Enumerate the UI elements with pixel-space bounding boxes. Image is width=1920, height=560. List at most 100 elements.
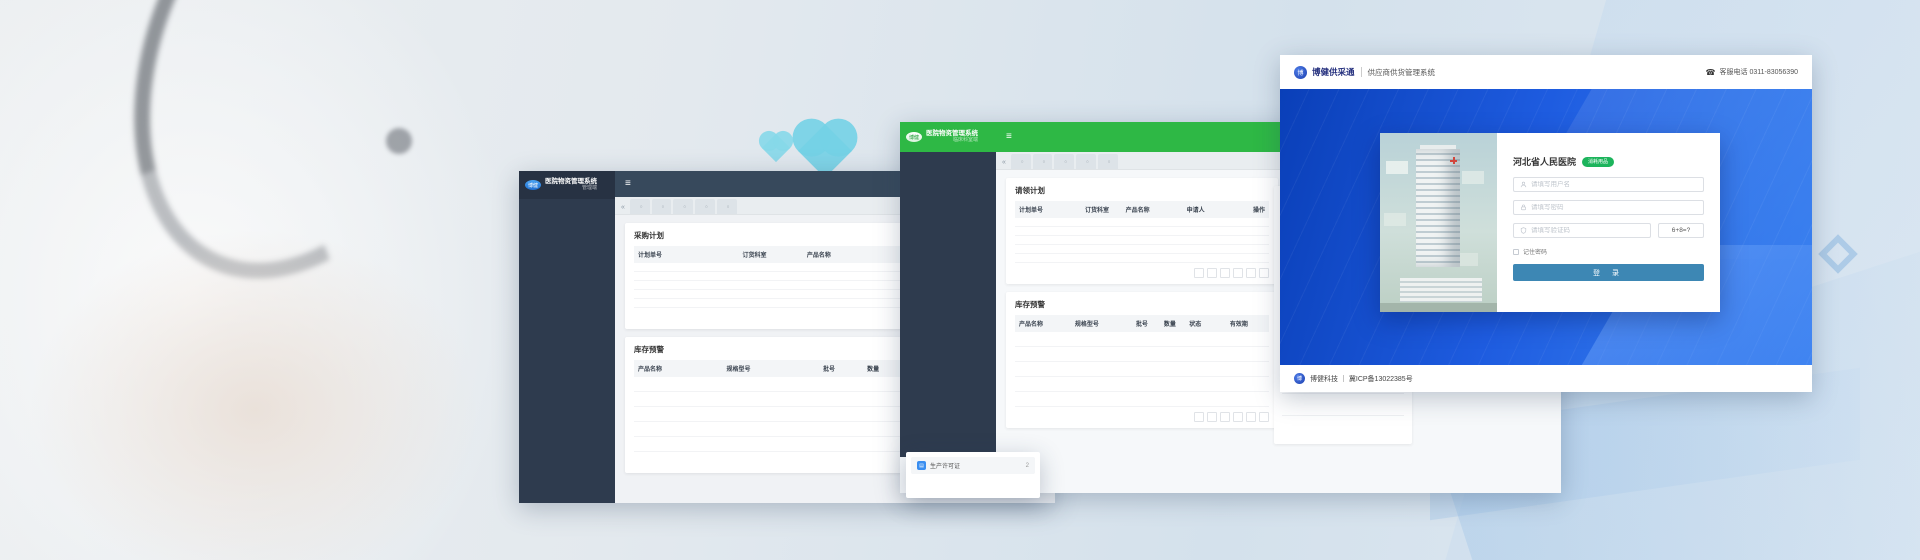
table-row bbox=[634, 281, 1036, 290]
tab[interactable]: ○ bbox=[629, 199, 650, 214]
admin-logo: 博健 医院物资管理系统 管理端 bbox=[519, 171, 615, 199]
card-header: 库存预警 bbox=[634, 344, 1036, 355]
clinic-tabs: ○ ○ ○ ○ ○ bbox=[1010, 154, 1555, 169]
stock-warning-card: 库存预警 产品名称 规格型号 批号 数量 状态 有效期 bbox=[1006, 292, 1278, 428]
certificate-count: 2 bbox=[1025, 462, 1029, 469]
table-header-row: 产品名称 规格型号 批号 数量 状态 有效期 bbox=[1015, 315, 1269, 332]
collapse-tabs-icon[interactable]: « bbox=[621, 203, 625, 211]
login-button[interactable]: 登 录 bbox=[1513, 264, 1704, 281]
page-button[interactable] bbox=[1194, 412, 1204, 422]
captcha-input[interactable] bbox=[1531, 227, 1644, 234]
page-button[interactable] bbox=[1259, 268, 1269, 278]
tab-dot-icon: ○ bbox=[705, 204, 708, 209]
tab[interactable]: ○ bbox=[1032, 154, 1053, 169]
tab-dot-icon: ○ bbox=[1064, 159, 1068, 164]
login-form: 河北省人民医院 消耗用品 bbox=[1497, 133, 1720, 312]
login-header: 博 博健供采通 供应商供货管理系统 ☎ 客服电话 0311-83056390 bbox=[1280, 55, 1812, 89]
page-button[interactable] bbox=[1259, 412, 1269, 422]
checkbox[interactable] bbox=[1513, 248, 1519, 255]
username-field[interactable] bbox=[1513, 177, 1704, 192]
tab-dot-icon: ○ bbox=[683, 204, 687, 209]
table-row bbox=[634, 272, 1036, 281]
shield-icon bbox=[1520, 227, 1527, 234]
tab[interactable]: ○ bbox=[695, 199, 715, 214]
captcha-code[interactable]: 6+8=? bbox=[1658, 223, 1704, 238]
table-row bbox=[1015, 245, 1269, 254]
activity-feed-list bbox=[1282, 392, 1404, 438]
card-title: 采购计划 bbox=[634, 231, 664, 240]
page-button[interactable] bbox=[1194, 268, 1204, 278]
category-badge: 消耗用品 bbox=[1582, 156, 1615, 167]
collapse-tabs-icon[interactable]: « bbox=[1002, 158, 1006, 166]
captcha-field[interactable] bbox=[1513, 223, 1651, 238]
login-footer: 博 博健科技 ｜ 冀ICP备13022385号 bbox=[1280, 365, 1812, 392]
table-row bbox=[1015, 227, 1269, 236]
tab[interactable]: ○ bbox=[716, 199, 737, 214]
document-icon: ▤ bbox=[917, 461, 926, 470]
tab[interactable]: ○ bbox=[1097, 154, 1118, 169]
certificate-list-item[interactable]: ▤ 生产许可证 2 bbox=[911, 457, 1035, 474]
table-row bbox=[634, 377, 1036, 392]
system-edition: 临床科室端 bbox=[952, 136, 978, 143]
system-title: 医院物资管理系统 bbox=[926, 130, 978, 138]
remember-password[interactable]: 记住密码 bbox=[1513, 247, 1704, 256]
page-button[interactable] bbox=[1246, 412, 1256, 422]
table-row bbox=[1015, 392, 1269, 407]
page-button[interactable] bbox=[1207, 412, 1217, 422]
tab[interactable]: ○ bbox=[1010, 154, 1031, 169]
page-button[interactable] bbox=[1220, 412, 1230, 422]
login-hero-panel: 河北省人民医院 消耗用品 bbox=[1280, 89, 1812, 365]
password-input[interactable] bbox=[1531, 204, 1697, 211]
page-button[interactable] bbox=[1207, 268, 1217, 278]
supplier-brand: 博 博健供采通 供应商供货管理系统 bbox=[1294, 65, 1435, 79]
page-button[interactable] bbox=[1233, 412, 1243, 422]
menu-toggle-icon[interactable]: ≡ bbox=[625, 178, 631, 189]
page-button[interactable] bbox=[1220, 268, 1230, 278]
table-row bbox=[1015, 332, 1269, 347]
tab[interactable]: ○ bbox=[651, 199, 672, 214]
tab[interactable]: ○ bbox=[1076, 154, 1096, 169]
activity-item bbox=[1282, 415, 1404, 438]
pagination bbox=[1015, 407, 1269, 422]
table-row bbox=[1015, 362, 1269, 377]
admin-sidebar: 博健 医院物资管理系统 管理端 bbox=[519, 171, 615, 503]
username-input[interactable] bbox=[1531, 181, 1697, 188]
user-icon bbox=[1520, 181, 1527, 188]
pagination bbox=[1015, 263, 1269, 278]
system-edition: 管理端 bbox=[581, 184, 597, 191]
captcha-row: 6+8=? bbox=[1513, 223, 1704, 246]
table-row bbox=[634, 407, 1036, 422]
table-row bbox=[1015, 377, 1269, 392]
card-title: 请领计划 bbox=[1015, 186, 1045, 195]
page-button[interactable] bbox=[1246, 268, 1256, 278]
tab[interactable]: ○ bbox=[673, 199, 694, 214]
admin-logo-text: 医院物资管理系统 管理端 bbox=[545, 178, 597, 191]
password-field[interactable] bbox=[1513, 200, 1704, 215]
card-header: 库存预警 bbox=[1015, 299, 1269, 310]
hospital-name: 河北省人民医院 bbox=[1513, 157, 1577, 167]
heart-icon bbox=[761, 133, 791, 163]
page-button[interactable] bbox=[1233, 268, 1243, 278]
avatar bbox=[1282, 423, 1291, 432]
company-info: 博 博健科技 ｜ 冀ICP备13022385号 bbox=[1294, 373, 1413, 384]
status-badge bbox=[1189, 352, 1195, 356]
phone-icon: ☎ bbox=[1705, 67, 1716, 77]
stock-table-body bbox=[634, 377, 1036, 452]
login-title-row: 河北省人民医院 消耗用品 bbox=[1513, 155, 1704, 168]
table-row bbox=[1015, 218, 1269, 227]
brand-logo-icon: 博健 bbox=[906, 132, 922, 142]
table-row bbox=[634, 290, 1036, 299]
avatar bbox=[1282, 401, 1291, 410]
activity-text bbox=[1296, 400, 1300, 409]
plan-table-body bbox=[634, 263, 1036, 308]
menu-toggle-icon[interactable]: ≡ bbox=[1006, 131, 1012, 142]
table-row bbox=[1015, 254, 1269, 263]
hospital-building-image bbox=[1380, 133, 1497, 312]
activity-text bbox=[1296, 422, 1300, 431]
tab[interactable]: ○ bbox=[1054, 154, 1075, 169]
company-text: 博健科技 ｜ 冀ICP备13022385号 bbox=[1310, 375, 1413, 383]
status-dot-icon bbox=[1189, 382, 1193, 386]
card-header: 请领计划 bbox=[1015, 185, 1269, 196]
status-dot-icon bbox=[1189, 337, 1193, 341]
divider bbox=[1360, 67, 1362, 77]
